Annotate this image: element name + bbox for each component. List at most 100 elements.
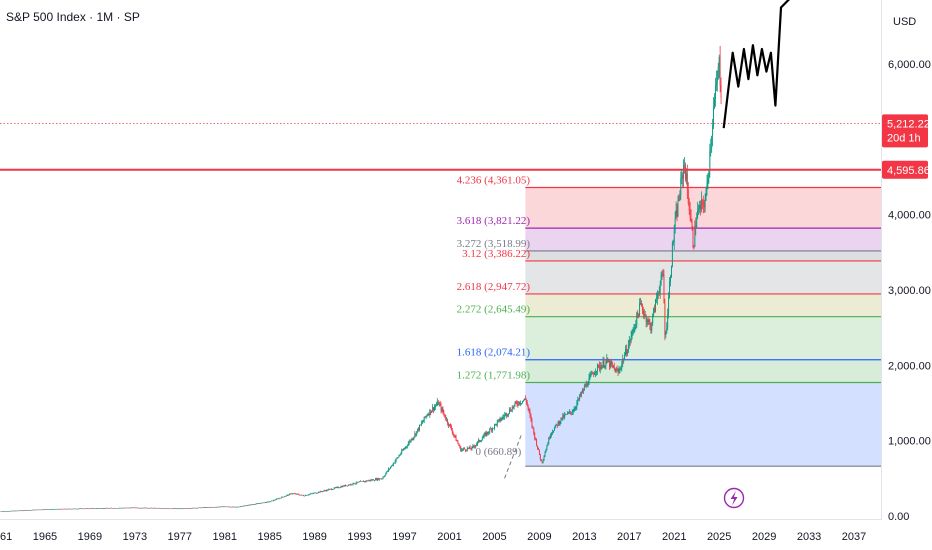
candle-body [358, 481, 360, 483]
price-axis[interactable]: 0.00 1,000.00 2,000.00 3,000.00 4,000.00 6,00… [888, 59, 931, 523]
candle-body [384, 475, 386, 477]
candle-body [328, 489, 330, 491]
candle-body [670, 266, 672, 278]
candle-body [580, 394, 582, 396]
candle-body [657, 294, 659, 295]
candle-body [171, 508, 173, 510]
x-tick-label[interactable]: 1961 [0, 531, 12, 543]
candle-body [91, 508, 93, 509]
time-axis[interactable]: 1961 1965 1969 1973 1977 1981 1985 1989 1993 1997… [0, 531, 866, 543]
x-tick-label[interactable]: 2009 [527, 531, 551, 543]
candle-body [54, 509, 56, 510]
candle-body [193, 507, 195, 509]
candle-body [284, 496, 286, 498]
candle-body [287, 494, 288, 496]
candle-body [189, 508, 191, 509]
candle-body [115, 508, 117, 509]
x-tick-label[interactable]: 1969 [78, 531, 102, 543]
projection-path [722, 0, 790, 129]
x-tick-label[interactable]: 1965 [33, 531, 57, 543]
x-tick-label[interactable]: 2021 [662, 531, 686, 543]
x-tick-label[interactable]: 1985 [257, 531, 281, 543]
x-tick-label[interactable]: 2029 [752, 531, 776, 543]
candle-body [588, 377, 590, 385]
candle-body [70, 508, 72, 510]
x-tick-label[interactable]: 1993 [347, 531, 371, 543]
candle-body [659, 284, 661, 293]
candle-body [128, 507, 130, 509]
bolt-icon[interactable] [723, 487, 745, 509]
y-tick-label[interactable]: 6,000.00 [888, 59, 931, 71]
candle-body [510, 411, 512, 412]
candle-body [534, 432, 536, 439]
candle-body [693, 246, 695, 247]
candle-body [264, 502, 266, 503]
candle-body [399, 454, 401, 456]
x-tick-label[interactable]: 2001 [437, 531, 461, 543]
candle-body [572, 412, 574, 413]
x-tick-label[interactable]: 1981 [213, 531, 237, 543]
candle-body [395, 458, 397, 461]
y-tick-label[interactable]: 4,000.00 [888, 210, 931, 222]
candle-body [624, 355, 626, 361]
candle-body [701, 199, 703, 201]
candle-body [464, 449, 466, 451]
candle-body [633, 329, 635, 330]
candle-body [273, 500, 275, 501]
candle-body [31, 509, 33, 511]
candle-body [465, 450, 467, 452]
x-tick-label[interactable]: 1997 [392, 531, 416, 543]
y-tick-label[interactable]: 3,000.00 [888, 285, 931, 297]
x-tick-label[interactable]: 2033 [797, 531, 821, 543]
candle-body [73, 508, 75, 510]
candle-body [562, 415, 564, 420]
y-tick-label[interactable]: 1,000.00 [888, 436, 931, 448]
y-tick-label[interactable]: 0.00 [888, 511, 909, 523]
candle-body [60, 509, 62, 510]
currency-label[interactable]: USD [893, 16, 916, 28]
candle-body [78, 508, 80, 510]
candle-body [160, 508, 162, 509]
candle-body [696, 217, 698, 228]
fib-level-lines [504, 186, 881, 479]
candle-body [702, 200, 704, 206]
fib-label-2.272: 2.272 (2,645.49) [457, 304, 531, 316]
candle-body [474, 446, 476, 448]
candle-body [204, 507, 206, 508]
candle-body [412, 438, 414, 440]
candle-body [260, 502, 262, 504]
x-tick-label[interactable]: 1989 [302, 531, 326, 543]
candle-body [225, 506, 227, 508]
candle-body [451, 430, 453, 434]
x-tick-label[interactable]: 2037 [842, 531, 866, 543]
x-tick-label[interactable]: 2025 [707, 531, 731, 543]
y-tick-label[interactable]: 2,000.00 [888, 360, 931, 372]
candle-body [140, 507, 141, 509]
x-tick-label[interactable]: 1977 [168, 531, 192, 543]
candle-body [247, 505, 249, 506]
candle-body [684, 165, 685, 166]
fib-zone-2.618 [525, 260, 881, 294]
candle-body [56, 508, 58, 510]
candle-body [312, 493, 314, 495]
candle-body [379, 478, 381, 480]
x-tick-label[interactable]: 2013 [572, 531, 596, 543]
candle-body [136, 507, 138, 509]
x-tick-label[interactable]: 2005 [482, 531, 506, 543]
candle-body [694, 225, 696, 247]
x-tick-label[interactable]: 2017 [617, 531, 641, 543]
candle-body [95, 508, 96, 509]
x-tick-label[interactable]: 1973 [123, 531, 147, 543]
candle-body [206, 507, 208, 508]
candle-body [152, 507, 154, 509]
candle-body [163, 508, 165, 509]
candle-body [639, 303, 641, 317]
candle-body [610, 361, 612, 368]
candle-body [118, 507, 120, 509]
candle-body [150, 507, 152, 509]
candle-body [256, 503, 258, 505]
candle-body [17, 510, 19, 512]
candle-body [294, 493, 296, 495]
candle-body [293, 493, 295, 495]
